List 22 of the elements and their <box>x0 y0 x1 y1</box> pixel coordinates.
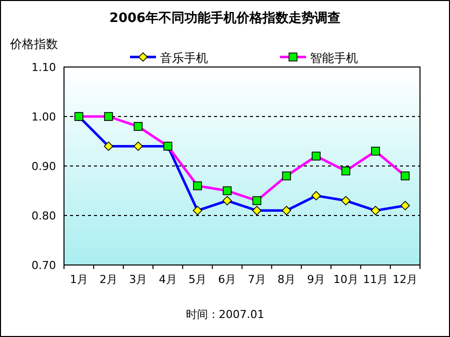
x-tick-label: 5月 <box>188 273 206 286</box>
x-tick-label: 11月 <box>363 273 388 286</box>
x-tick-label: 4月 <box>158 273 177 286</box>
x-tick-label: 7月 <box>248 273 266 286</box>
x-tick-label: 2月 <box>100 273 118 286</box>
y-tick-label: 0.80 <box>32 210 56 222</box>
y-axis-title: 价格指数 <box>9 37 58 51</box>
x-tick-label: 10月 <box>333 273 358 286</box>
text: 时间：2007.01 <box>186 308 264 321</box>
y-tick-label: 1.00 <box>32 110 56 124</box>
y-tick-label: 1.10 <box>32 61 56 74</box>
chart-title: 2006年不同功能手机价格指数走势调查 <box>109 10 341 26</box>
y-tick-label: 0.90 <box>32 160 56 173</box>
x-tick-label: 1月 <box>70 273 88 286</box>
legend-label: 智能手机 <box>310 51 358 65</box>
y-tick-label: 0.70 <box>32 259 56 272</box>
x-tick-label: 9月 <box>307 273 326 286</box>
x-tick-label: 8月 <box>278 273 296 286</box>
x-tick-label: 12月 <box>392 273 418 286</box>
x-tick-label: 6月 <box>218 273 236 286</box>
legend-label: 音乐手机 <box>160 51 208 65</box>
x-tick-label: 3月 <box>129 273 148 286</box>
